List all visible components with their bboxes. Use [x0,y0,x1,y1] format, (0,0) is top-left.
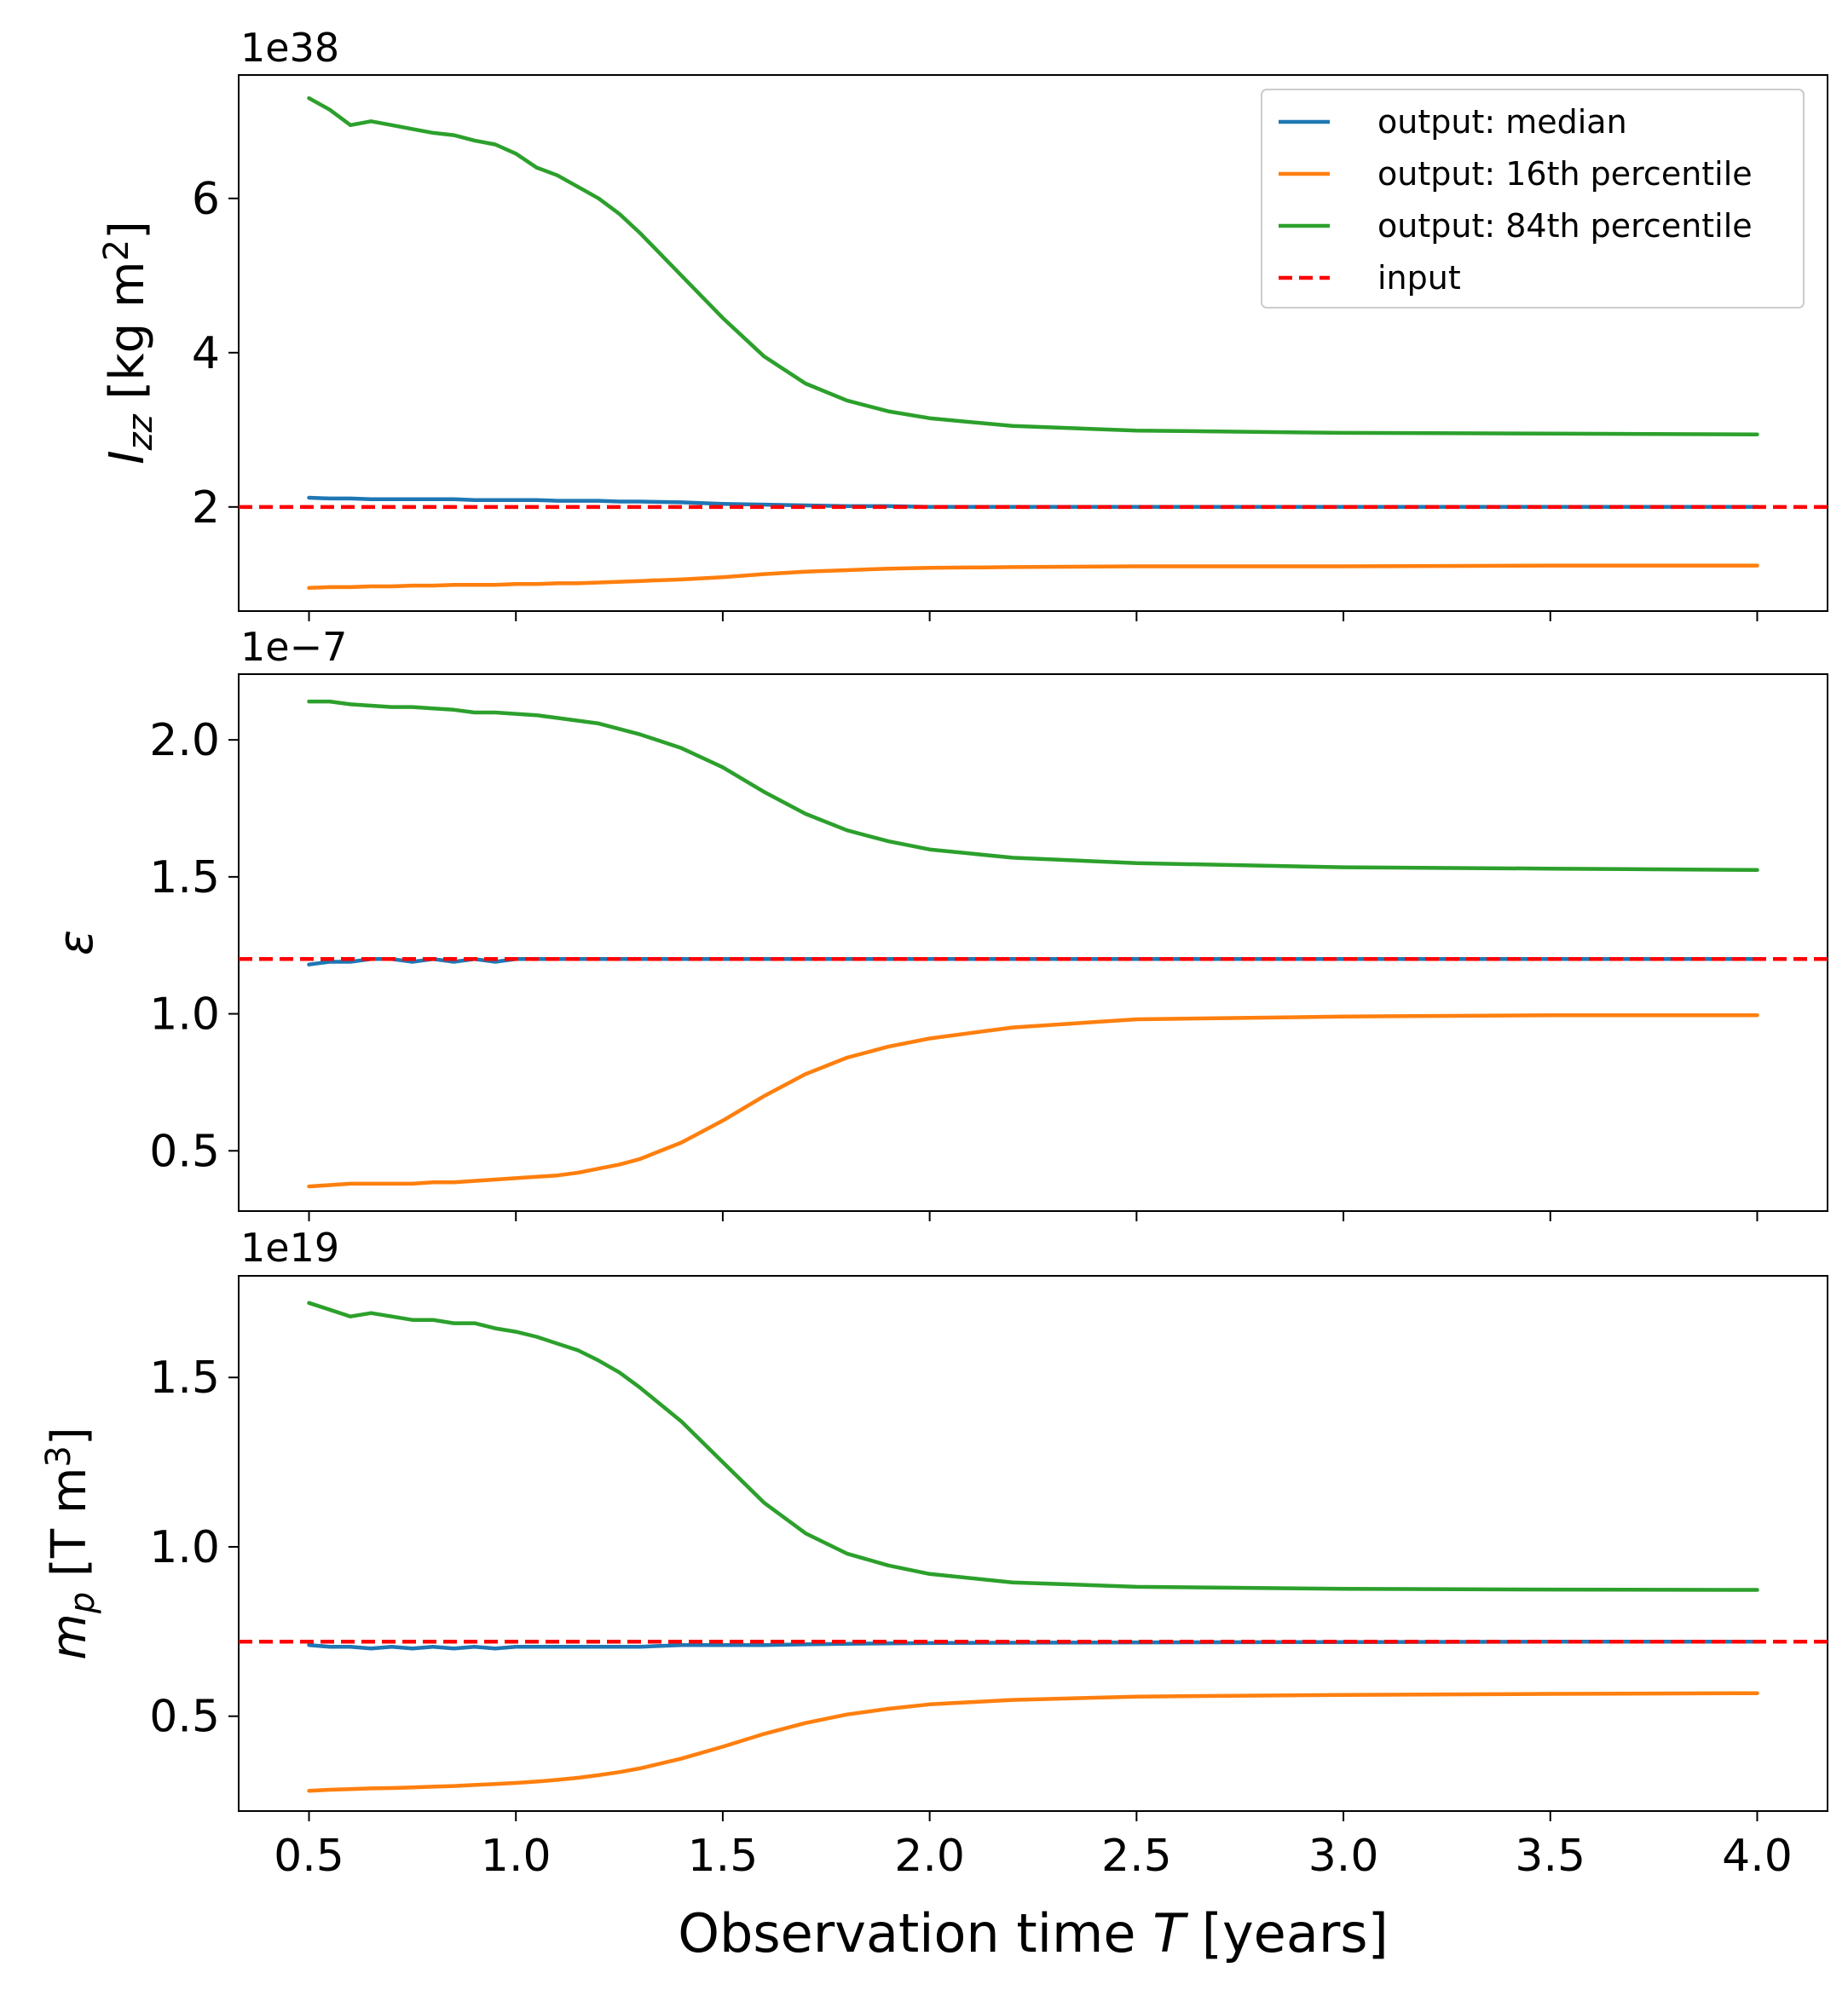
ylabel-main: I [100,450,155,464]
x-ticks [308,611,1758,621]
series-line-output-16th-percentile [307,1691,1759,1793]
legend: output: median output: 16th percentile out… [1261,89,1805,309]
y-axis-label: mp [T m3] [39,1427,102,1659]
plot-area [238,1275,1828,1812]
series-line-output-84th-percentile [307,699,1759,873]
legend-label: output: median [1377,103,1627,141]
ylabel-unit: [kg m [100,261,155,414]
y-ticks: 0.5 1.0 1.5 2.0 [149,715,239,1177]
legend-label: output: 16th percentile [1377,155,1753,193]
xlabel-var: T [1152,1902,1188,1964]
y-ticks: 2 4 6 [192,174,239,534]
panel-magnetic-moment: 1e19 mp [T m3] 0.5 1.0 1.5 0.5 1.0 1.5 2.0 2.5… [39,1225,1828,1882]
panel-ellipticity: 1e−7 ε 0.5 1.0 1.5 2.0 [49,624,1828,1221]
x-axis-label: Observation time T [years] [678,1902,1389,1964]
x-ticks [308,1211,1758,1221]
xlabel-prefix: Observation time [678,1902,1152,1964]
ylabel-main: ε [49,930,104,955]
y-tick-label: 0.5 [149,1692,220,1743]
offset-text: 1e38 [240,25,339,71]
offset-text: 1e19 [240,1225,339,1271]
xlabel-suffix: [years] [1185,1902,1389,1964]
ylabel-unit: [T m [42,1468,97,1592]
x-ticks: 0.5 1.0 1.5 2.0 2.5 3.0 3.5 4.0 [274,1811,1793,1882]
legend-frame [1261,89,1805,309]
legend-label: input [1377,259,1461,297]
y-tick-label: 0.5 [149,1126,220,1177]
x-tick-label: 0.5 [274,1831,344,1882]
y-axis-label: ε [49,930,104,955]
x-tick-label: 2.5 [1101,1831,1172,1882]
x-tick-label: 4.0 [1722,1831,1793,1882]
y-axis-label: Izz [kg m2] [97,221,160,464]
ylabel-sub: zz [121,413,160,451]
y-tick-label: 1.0 [149,1522,220,1573]
series-group [239,95,1828,591]
series-line-output-84th-percentile [307,95,1759,436]
y-tick-label: 1.5 [149,852,220,903]
y-tick-label: 2 [192,482,220,534]
ylabel-close: ] [100,221,155,239]
y-tick-label: 2.0 [149,715,220,766]
ylabel-sup: 3 [39,1445,78,1467]
series-line-output-16th-percentile [307,563,1759,591]
series-group [239,1301,1828,1793]
x-tick-label: 3.5 [1515,1831,1585,1882]
series-line-output-16th-percentile [307,1012,1759,1189]
ylabel-sub: p [63,1592,102,1614]
y-tick-label: 1.0 [149,989,220,1041]
series-group [239,699,1828,1189]
y-tick-label: 1.5 [149,1353,220,1404]
ylabel-sup: 2 [97,239,136,261]
y-ticks: 0.5 1.0 1.5 [149,1353,239,1743]
x-tick-label: 2.0 [894,1831,965,1882]
y-tick-label: 4 [192,328,220,379]
x-tick-label: 3.0 [1308,1831,1379,1882]
series-line-output-84th-percentile [307,1301,1759,1592]
ylabel-main: m [42,1613,97,1660]
y-tick-label: 6 [192,174,220,225]
x-tick-label: 1.5 [688,1831,759,1882]
x-tick-label: 1.0 [481,1831,552,1882]
offset-text: 1e−7 [240,624,347,670]
plot-area [238,673,1828,1212]
legend-label: output: 84th percentile [1377,207,1753,245]
ylabel-close: ] [42,1427,97,1445]
